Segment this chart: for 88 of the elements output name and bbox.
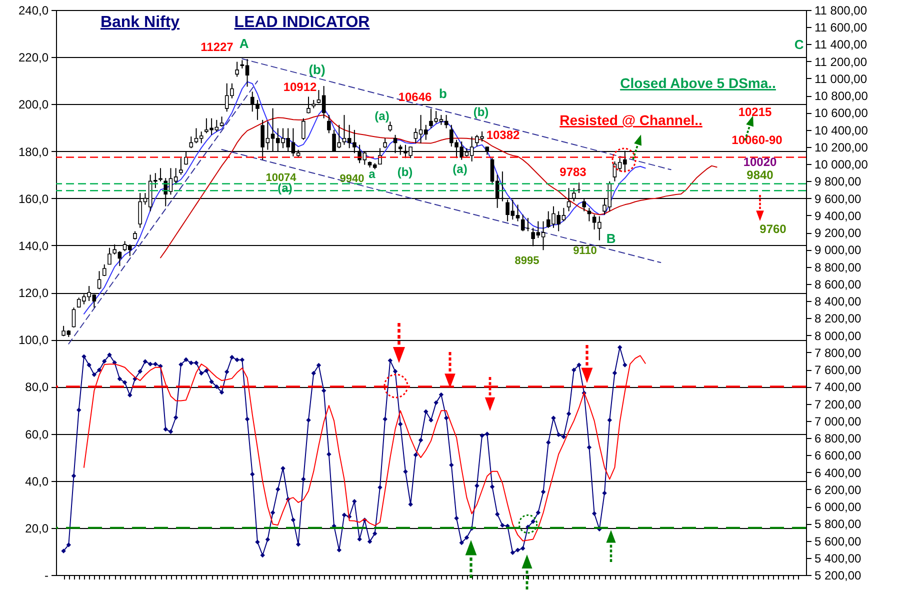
y2-tick-label: 7 200,00 bbox=[814, 397, 862, 412]
y2-tick-label: 9 200,00 bbox=[814, 226, 862, 240]
annotation: 10646 bbox=[398, 90, 432, 104]
annotation: 10060-90 bbox=[732, 133, 783, 147]
candlestick bbox=[108, 247, 112, 265]
candlestick bbox=[158, 168, 162, 182]
y2-tick-label: 5 400,00 bbox=[814, 551, 862, 566]
candlestick bbox=[235, 61, 239, 78]
y2-tick-label: 10 000,00 bbox=[814, 158, 868, 172]
candlestick bbox=[327, 114, 331, 134]
y2-tick-label: 11 000,00 bbox=[814, 72, 868, 86]
y2-tick-label: 9 400,00 bbox=[814, 208, 862, 223]
annotation: Resisted @ Channel.. bbox=[560, 112, 702, 128]
annotation: 8995 bbox=[514, 255, 540, 267]
y2-tick-label: 5 200,00 bbox=[814, 568, 862, 582]
annotation: Closed Above 5 DSma.. bbox=[620, 75, 776, 91]
y2-tick-label: 11 200,00 bbox=[814, 54, 868, 69]
y2-tick-label: 7 600,00 bbox=[814, 363, 862, 378]
y-tick-label: 80,0 bbox=[25, 380, 49, 394]
candlestick bbox=[189, 136, 194, 149]
y2-tick-label: 8 000,00 bbox=[814, 328, 862, 343]
annotation: 10074 bbox=[266, 172, 298, 184]
y2-tick-label: 11 600,00 bbox=[814, 20, 868, 35]
annotation: C bbox=[794, 37, 804, 52]
chart-subtitle: LEAD INDICATOR bbox=[234, 14, 370, 31]
annotation: (a) bbox=[452, 162, 468, 176]
y-tick-label: 40,0 bbox=[25, 474, 49, 488]
y2-tick-label: 9 800,00 bbox=[814, 174, 862, 189]
candlestick bbox=[97, 270, 102, 290]
y2-tick-label: 11 800,00 bbox=[814, 4, 868, 18]
y2-tick-label: 7 800,00 bbox=[814, 346, 862, 360]
annotation: 10215 bbox=[738, 105, 772, 119]
y-tick-label: 60,0 bbox=[25, 427, 49, 442]
y-tick-label: 160,0 bbox=[18, 192, 49, 206]
annotation: 11227 bbox=[200, 40, 234, 54]
y2-tick-label: 6 400,00 bbox=[814, 466, 862, 480]
y2-tick-label: 9 000,00 bbox=[814, 243, 862, 258]
annotation: a bbox=[368, 167, 376, 181]
candlestick bbox=[72, 307, 76, 328]
candlestick bbox=[179, 158, 183, 176]
candlestick bbox=[220, 116, 224, 128]
y2-tick-label: 10 400,00 bbox=[814, 123, 868, 138]
y2-tick-label: 8 400,00 bbox=[814, 294, 862, 309]
annotation: B bbox=[606, 231, 616, 246]
y2-tick-label: 5 600,00 bbox=[814, 534, 862, 548]
y-tick-label: 220,0 bbox=[18, 50, 49, 65]
annotation: 9760 bbox=[760, 222, 787, 236]
y2-tick-label: 8 600,00 bbox=[814, 277, 862, 292]
y-tick-label: 20,0 bbox=[25, 521, 49, 536]
y2-tick-label: 10 600,00 bbox=[814, 106, 868, 120]
y-tick-label: - bbox=[44, 568, 48, 582]
annotation: (b) bbox=[473, 105, 489, 119]
y2-tick-label: 10 800,00 bbox=[814, 89, 868, 104]
chart-title: Bank Nifty bbox=[100, 14, 180, 31]
y-tick-label: 140,0 bbox=[18, 238, 49, 253]
annotation: A bbox=[239, 36, 250, 51]
candlestick bbox=[302, 118, 306, 140]
y2-tick-label: 6 800,00 bbox=[814, 432, 862, 446]
annotation: (a) bbox=[374, 109, 390, 123]
annotation: 9940 bbox=[340, 173, 364, 185]
candlestick bbox=[388, 121, 392, 132]
annotation: b bbox=[439, 86, 448, 101]
y2-tick-label: 6 200,00 bbox=[814, 482, 862, 497]
y2-tick-label: 8 200,00 bbox=[814, 312, 862, 326]
annotation: (b) bbox=[397, 165, 413, 179]
y2-tick-label: 7 000,00 bbox=[814, 414, 862, 428]
y-tick-label: 200,0 bbox=[18, 98, 49, 112]
y2-tick-label: 6 000,00 bbox=[814, 500, 862, 514]
y2-tick-label: 9 600,00 bbox=[814, 192, 862, 206]
y-tick-label: 180,0 bbox=[18, 144, 49, 159]
annotation: 10382 bbox=[486, 128, 520, 142]
y2-tick-label: 5 800,00 bbox=[814, 517, 862, 532]
y-tick-label: 240,0 bbox=[18, 4, 49, 18]
y2-tick-label: 8 800,00 bbox=[814, 260, 862, 274]
y-tick-label: 120,0 bbox=[18, 286, 49, 300]
annotation: (a) bbox=[278, 181, 292, 195]
annotation: 10020 bbox=[743, 155, 778, 169]
annotation: 9840 bbox=[746, 168, 774, 182]
y2-tick-label: 6 600,00 bbox=[814, 448, 862, 463]
y2-tick-label: 10 200,00 bbox=[814, 140, 868, 154]
annotation: 9110 bbox=[573, 245, 597, 257]
y2-tick-label: 7 400,00 bbox=[814, 380, 862, 394]
candlestick bbox=[383, 138, 387, 149]
y2-tick-label: 11 400,00 bbox=[814, 38, 868, 52]
annotation: 10912 bbox=[283, 80, 318, 94]
y-tick-label: 100,0 bbox=[18, 333, 49, 348]
annotation: (b) bbox=[308, 62, 326, 77]
annotation: 9783 bbox=[560, 165, 587, 179]
